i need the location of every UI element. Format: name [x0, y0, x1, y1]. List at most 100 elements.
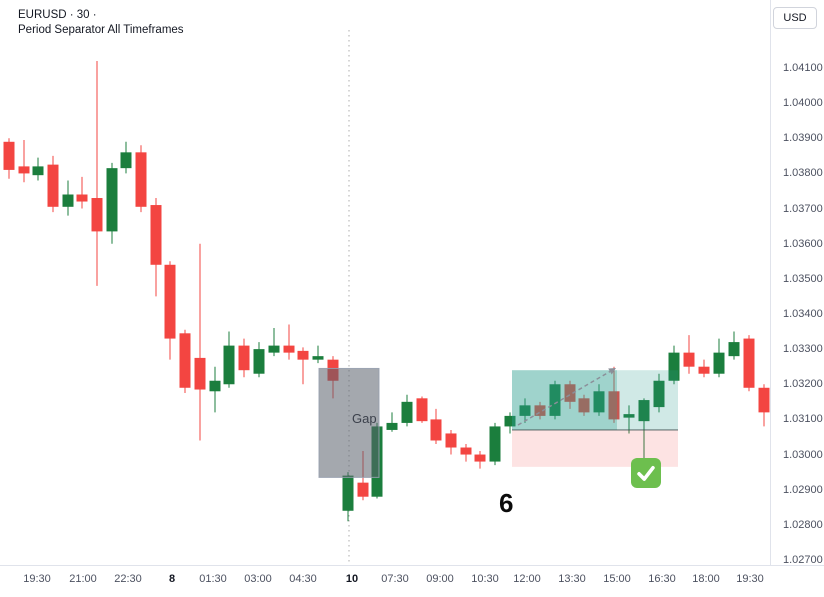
candle-body-down: [135, 152, 147, 207]
price-axis[interactable]: 1.04100 1.04000 1.03900 1.03800 1.03700 1.036…: [770, 0, 824, 566]
candle-body-up: [209, 380, 221, 392]
candle-body-up: [593, 391, 605, 413]
candle-body-down: [578, 398, 590, 413]
time-tick-label: 15:00: [603, 573, 631, 585]
candle-body-up: [312, 356, 324, 360]
candle-body-up: [504, 415, 516, 427]
candle-body-down: [743, 338, 755, 388]
candle-body-down: [608, 391, 620, 420]
time-tick-label: 18:00: [692, 573, 720, 585]
check-icon: [637, 465, 655, 481]
time-tick-label: 13:30: [558, 573, 586, 585]
candle-body-down: [194, 357, 206, 390]
chart-legend: EURUSD · 30 · Period Separator All Timef…: [18, 8, 184, 38]
time-tick-label: 19:30: [736, 573, 764, 585]
price-tick-label: 1.03100: [783, 413, 823, 426]
candle-body-up: [489, 426, 501, 462]
candle-body-down: [91, 198, 103, 232]
candle-body-up: [386, 422, 398, 430]
candle-body-down: [357, 482, 369, 497]
price-tick-label: 1.04100: [783, 62, 823, 74]
candle-body-down: [18, 166, 30, 174]
candle-body-up: [342, 475, 354, 511]
chart-canvas[interactable]: EURUSD · 30 · Period Separator All Timef…: [0, 0, 770, 565]
candle-body-up: [223, 345, 235, 385]
candle-body-up: [519, 405, 531, 416]
time-axis[interactable]: 19:30 21:00 22:30 8 01:30 03:00 04:30 10 07:30 09…: [0, 565, 824, 597]
candlestick-chart[interactable]: [0, 0, 770, 565]
candle-body-down: [430, 419, 442, 441]
candle-body-up: [32, 166, 44, 176]
candle-body-down: [47, 164, 59, 207]
candle-body-down: [76, 194, 88, 202]
price-tick-label: 1.02700: [783, 553, 823, 566]
candle-body-down: [283, 345, 295, 353]
candle-body-down: [474, 454, 486, 462]
price-tick-label: 1.03800: [783, 167, 823, 180]
candle-body-up: [401, 401, 413, 423]
candle-body-down: [534, 405, 546, 416]
trend-arrow-line[interactable]: [517, 370, 611, 426]
currency-toggle-button[interactable]: USD: [773, 7, 817, 29]
candle-body-down: [416, 398, 428, 422]
candle-body-up: [668, 352, 680, 381]
indicator-title[interactable]: Period Separator All Timeframes: [18, 24, 184, 36]
time-tick-label: 19:30: [23, 573, 51, 585]
price-tick-label: 1.03900: [783, 132, 823, 145]
time-tick-label: 01:30: [199, 573, 227, 585]
symbol-title[interactable]: EURUSD · 30 ·: [18, 9, 97, 21]
time-tick-label-day: 10: [345, 573, 359, 585]
candle-body-up: [106, 168, 118, 232]
candle-body-down: [683, 352, 695, 367]
candle-body-down: [445, 433, 457, 448]
candle-body-up: [549, 384, 561, 416]
candle-body-up: [62, 194, 74, 207]
time-tick-label: 12:00: [513, 573, 541, 585]
price-tick-label: 1.03500: [783, 272, 823, 285]
candle-body-down: [564, 384, 576, 402]
target-zone-light[interactable]: [617, 370, 678, 430]
time-tick-label: 10:30: [471, 573, 499, 585]
candle-body-down: [179, 333, 191, 388]
time-tick-label: 03:00: [244, 573, 272, 585]
price-tick-label: 1.02800: [783, 518, 823, 531]
candle-body-down: [164, 264, 176, 339]
candle-body-up: [653, 380, 665, 408]
candle-body-up: [253, 349, 265, 374]
candle-body-down: [698, 366, 710, 374]
time-tick-label: 16:30: [648, 573, 676, 585]
price-tick-label: 1.03000: [783, 448, 823, 461]
candle-body-down: [238, 345, 250, 371]
candle-body-up: [638, 400, 650, 422]
price-tick-label: 1.03300: [783, 343, 823, 356]
time-tick-label: 21:00: [69, 573, 97, 585]
candle-body-up: [120, 152, 132, 169]
time-tick-label: 22:30: [114, 573, 142, 585]
candle-body-down: [297, 350, 309, 360]
target-zone-dark[interactable]: [512, 370, 617, 430]
candle-body-down: [150, 205, 162, 265]
candle-body-up: [623, 414, 635, 418]
candle-body-up: [268, 345, 280, 353]
time-tick-label: 07:30: [381, 573, 409, 585]
price-tick-label: 1.02900: [783, 483, 823, 496]
checkmark-emoji[interactable]: [631, 458, 661, 488]
price-tick-label: 1.03200: [783, 378, 823, 391]
price-tick-label: 1.03700: [783, 202, 823, 215]
time-tick-label: 04:30: [289, 573, 317, 585]
candle-body-down: [460, 447, 472, 455]
gap-annotation-label: Gap: [352, 411, 377, 426]
candle-body-down: [3, 141, 15, 170]
trend-arrow-head: [608, 368, 616, 375]
candle-body-up: [728, 342, 740, 357]
candle-body-up: [713, 352, 725, 374]
price-tick-label: 1.03600: [783, 237, 823, 250]
gap-box[interactable]: [318, 367, 380, 478]
time-tick-label: 09:00: [426, 573, 454, 585]
time-tick-label-day: 8: [168, 573, 176, 585]
price-tick-label: 1.04000: [783, 97, 823, 110]
sequence-number-label: 6: [499, 488, 514, 518]
candle-body-down: [758, 387, 770, 413]
price-tick-label: 1.03400: [783, 307, 823, 320]
